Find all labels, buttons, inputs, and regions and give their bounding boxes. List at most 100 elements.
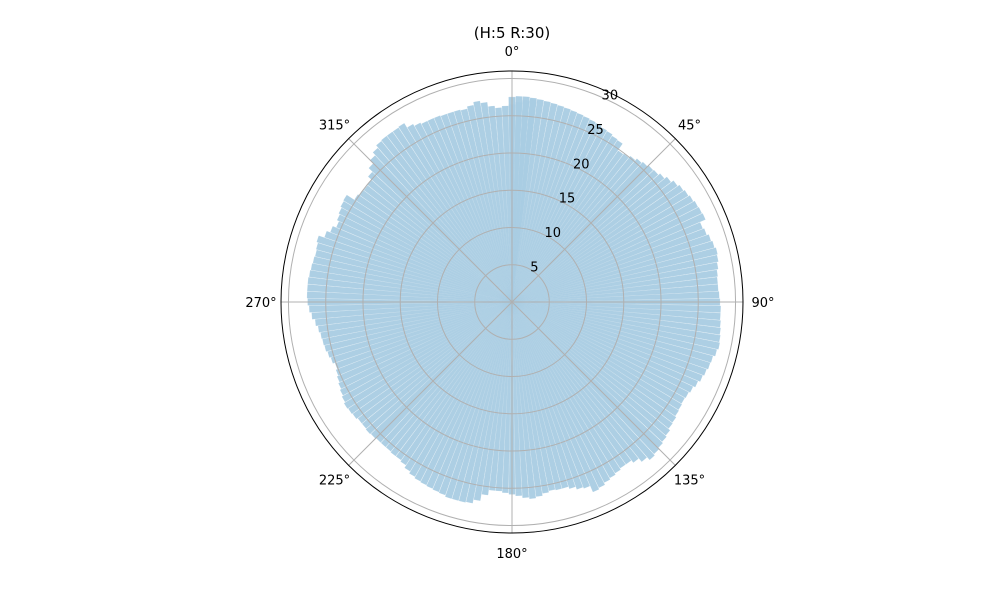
angular-tick-label: 0° xyxy=(505,45,520,60)
polar-bar xyxy=(481,301,513,496)
polar-bar xyxy=(385,301,513,452)
polar-bar xyxy=(372,147,513,303)
polar-bar xyxy=(330,301,513,364)
polar-bar xyxy=(511,301,721,320)
polar-bar xyxy=(306,291,513,303)
polar-bar xyxy=(327,301,513,358)
polar-bar xyxy=(381,135,513,303)
polar-bar xyxy=(511,301,721,328)
polar-bar xyxy=(337,301,513,383)
polar-bar xyxy=(511,200,698,303)
polar-bar xyxy=(343,194,513,303)
polar-bar xyxy=(511,301,549,494)
polar-bar xyxy=(511,277,718,303)
angular-gridline xyxy=(511,138,676,303)
polar-bar xyxy=(400,301,513,466)
polar-bar xyxy=(409,301,513,477)
polar-bar xyxy=(473,100,513,303)
angular-tick-label: 270° xyxy=(245,296,276,311)
polar-bar xyxy=(511,301,611,483)
polar-bar xyxy=(511,301,682,410)
polar-bar xyxy=(511,153,629,303)
polar-bar xyxy=(511,301,647,462)
radial-tick-label: 5 xyxy=(530,261,538,276)
polar-bar xyxy=(489,301,513,491)
polar-bar xyxy=(511,301,694,393)
polar-bar xyxy=(447,111,513,303)
polar-bar xyxy=(445,301,513,499)
angular-tick-label: 180° xyxy=(496,547,527,562)
polar-bar xyxy=(511,100,551,303)
polar-bar xyxy=(380,301,513,448)
polar-bar xyxy=(511,169,659,303)
polar-bar xyxy=(330,226,513,303)
polar-bar xyxy=(511,301,632,465)
polar-bar xyxy=(511,113,584,303)
polar-bar xyxy=(511,301,556,491)
polar-bar xyxy=(511,228,707,303)
polar-bar xyxy=(365,301,513,435)
angular-gridline xyxy=(511,301,676,466)
polar-bar xyxy=(315,249,513,303)
polar-bar xyxy=(511,131,613,303)
polar-bar xyxy=(511,158,642,303)
polar-bar xyxy=(511,301,600,493)
polar-bar xyxy=(511,301,605,488)
polar-bar xyxy=(511,176,671,303)
polar-bar xyxy=(309,270,513,303)
polar-bar xyxy=(335,301,513,376)
polar-bar xyxy=(511,301,721,343)
polar-bar xyxy=(511,301,717,357)
polar-bar xyxy=(511,301,689,398)
tick-labels-group: 0° 45° 90° 135° 180° 225° 270° 315° 5 10 15 20 25 30 xyxy=(245,45,774,562)
polar-bar xyxy=(511,99,544,303)
polar-bar xyxy=(511,301,639,463)
polar-bar xyxy=(511,301,569,489)
polar-bar xyxy=(511,301,679,417)
angular-tick-label: 315° xyxy=(319,119,350,134)
polar-bar xyxy=(434,115,513,303)
polar-bar xyxy=(511,99,537,303)
polar-bar xyxy=(511,301,677,423)
polar-bar xyxy=(511,291,720,303)
polar-bar xyxy=(390,301,513,457)
polar-bar xyxy=(511,301,721,313)
polar-bar xyxy=(337,214,513,303)
polar-bar xyxy=(511,254,719,303)
polar-bar xyxy=(458,301,513,503)
polar-bar xyxy=(322,301,513,346)
chart-title: (H:5 R:30) xyxy=(474,24,550,42)
polar-bar xyxy=(511,301,711,370)
polar-bar xyxy=(511,301,671,436)
polar-bar xyxy=(338,301,513,389)
polar-bar xyxy=(511,262,719,303)
polar-bar xyxy=(511,234,711,303)
radial-tick-label: 30 xyxy=(602,88,619,103)
polar-bar xyxy=(511,301,685,404)
polar-bar xyxy=(511,301,562,491)
polar-bar xyxy=(352,301,513,419)
polar-bar xyxy=(467,105,513,303)
polar-bar xyxy=(316,242,513,303)
polar-bar xyxy=(511,107,571,303)
polar-bar xyxy=(511,301,616,479)
radial-tick-label: 20 xyxy=(573,157,590,172)
polar-bar xyxy=(511,301,667,442)
polar-bar xyxy=(460,108,513,303)
polar-bar xyxy=(421,120,513,303)
polar-bar xyxy=(392,127,513,303)
polar-bar xyxy=(511,150,624,303)
polar-bar xyxy=(466,301,513,504)
polar-bar xyxy=(511,301,703,382)
polar-bar xyxy=(310,263,513,303)
polar-bar xyxy=(368,171,513,303)
polar-bar xyxy=(511,184,684,303)
polar-bar xyxy=(398,123,513,303)
polar-bar xyxy=(511,240,715,303)
polar-bar xyxy=(511,180,678,303)
polar-bar xyxy=(316,235,513,303)
polar-bar xyxy=(511,195,694,303)
polar-bar xyxy=(440,113,513,303)
